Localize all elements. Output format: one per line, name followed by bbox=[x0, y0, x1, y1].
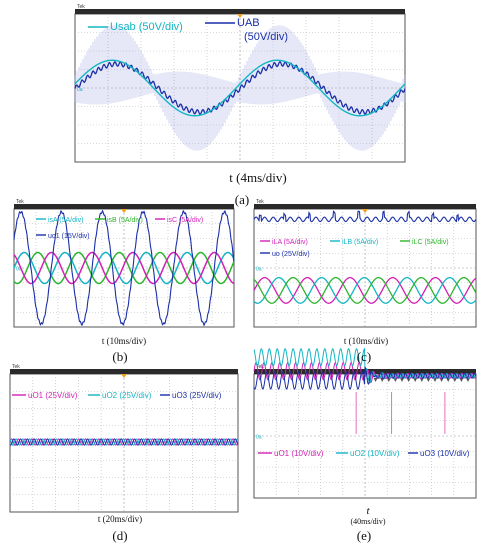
marker-triangle bbox=[386, 378, 391, 382]
time-label-a: t (4ms/div) bbox=[229, 170, 286, 185]
legend-usab-label: Usab (50V/div) bbox=[110, 21, 183, 33]
time-label-b: t (10ms/div) bbox=[102, 336, 146, 346]
scope-top-bar bbox=[75, 9, 405, 14]
series-e-uO3 bbox=[253, 366, 477, 390]
marker-triangle bbox=[452, 378, 457, 382]
series-uo1 bbox=[13, 209, 235, 327]
legend-isa-label: isA (5A/div) bbox=[48, 217, 83, 224]
legend-isc-label: isC (5A/div) bbox=[167, 217, 203, 224]
scope-brand: Tek bbox=[12, 364, 20, 370]
marker-triangle bbox=[373, 378, 378, 382]
marker-triangle bbox=[446, 378, 451, 382]
marker-triangle bbox=[459, 378, 464, 382]
scope-top-bar bbox=[10, 369, 238, 374]
series-uo bbox=[253, 210, 477, 223]
legend-uo-label: uo (25V/div) bbox=[272, 251, 310, 258]
scope-brand: Tek bbox=[256, 364, 264, 370]
channel-marker: 0a bbox=[77, 87, 83, 93]
channel-marker: 0a bbox=[256, 434, 262, 440]
series-iLB bbox=[253, 276, 477, 304]
trigger-marker bbox=[121, 209, 127, 213]
series-uO1 bbox=[9, 438, 239, 446]
scope-brand: Tek bbox=[77, 4, 85, 10]
marker-triangle bbox=[413, 378, 418, 382]
marker-triangle bbox=[406, 378, 411, 382]
channel-marker: 0a bbox=[16, 266, 22, 272]
series-iLC bbox=[253, 276, 477, 304]
marker-triangle bbox=[419, 378, 424, 382]
time-label-e-t: t bbox=[366, 505, 370, 517]
scope-brand: Tek bbox=[16, 199, 24, 205]
legend-ilb-label: iLB (5A/div) bbox=[342, 239, 378, 246]
legend-isb-label: isB (5A/div) bbox=[107, 217, 143, 224]
series-isC bbox=[13, 251, 235, 285]
series-usab bbox=[74, 59, 406, 117]
scope-top-bar bbox=[254, 204, 476, 209]
time-label-e-div: (40ms/div) bbox=[350, 517, 385, 526]
panel-b: Tek 0a isA (5A/div) isB (5A/div) isC (5A/div… bbox=[13, 199, 235, 328]
time-label-d: t (20ms/div) bbox=[98, 514, 142, 524]
legend-ila-label: iLA (5A/div) bbox=[272, 239, 308, 246]
marker-triangle bbox=[466, 378, 470, 382]
legend-uo1-label: uo1 (15V/div) bbox=[48, 233, 90, 240]
marker-triangle bbox=[433, 378, 437, 382]
trigger-marker bbox=[362, 209, 368, 213]
marker-triangle bbox=[393, 378, 398, 382]
caption-e: (e) bbox=[357, 528, 371, 543]
series-uO2 bbox=[9, 438, 239, 446]
scope-top-bar bbox=[14, 204, 234, 209]
panel-e: Tek 0a uO1 (10V/div) uO2 (10V/div) uO3 (10V/… bbox=[253, 347, 477, 499]
marker-triangle bbox=[400, 378, 404, 382]
legend-uo1-e-label: uO1 (10V/div) bbox=[274, 449, 324, 458]
caption-a: (a) bbox=[235, 192, 249, 207]
time-label-c: t (10ms/div) bbox=[344, 336, 388, 346]
scope-brand: Tek bbox=[256, 199, 264, 205]
legend-uo1-d-label: uO1 (25V/div) bbox=[28, 391, 78, 400]
legend-uo2-d-label: uO2 (25V/div) bbox=[102, 391, 152, 400]
legend-uab-scale: (50V/div) bbox=[244, 31, 288, 43]
series-iLA bbox=[253, 276, 477, 304]
caption-b: (b) bbox=[112, 349, 127, 364]
legend-uo3-d-label: uO3 (25V/div) bbox=[172, 391, 222, 400]
panel-a: Tek 0a Usab (50V/div) UAB (50V/div) bbox=[74, 4, 406, 163]
legend-uab-label: UAB bbox=[237, 17, 260, 29]
channel-marker: 0a bbox=[256, 266, 262, 272]
caption-d: (d) bbox=[112, 528, 127, 543]
trigger-marker bbox=[121, 374, 127, 378]
series-uO3 bbox=[9, 438, 239, 446]
legend-uo3-e-label: uO3 (10V/div) bbox=[420, 449, 470, 458]
trigger-marker bbox=[237, 14, 243, 18]
marker-triangle bbox=[426, 378, 431, 382]
legend-ilc-label: iLC (5A/div) bbox=[412, 239, 449, 246]
legend-uo2-e-label: uO2 (10V/div) bbox=[350, 449, 400, 458]
caption-c: (c) bbox=[357, 349, 371, 364]
marker-triangle bbox=[439, 378, 444, 382]
panel-c: Tek 0a iLA (5A/div) iLB (5A/div) iLC (5A/div… bbox=[253, 199, 477, 328]
